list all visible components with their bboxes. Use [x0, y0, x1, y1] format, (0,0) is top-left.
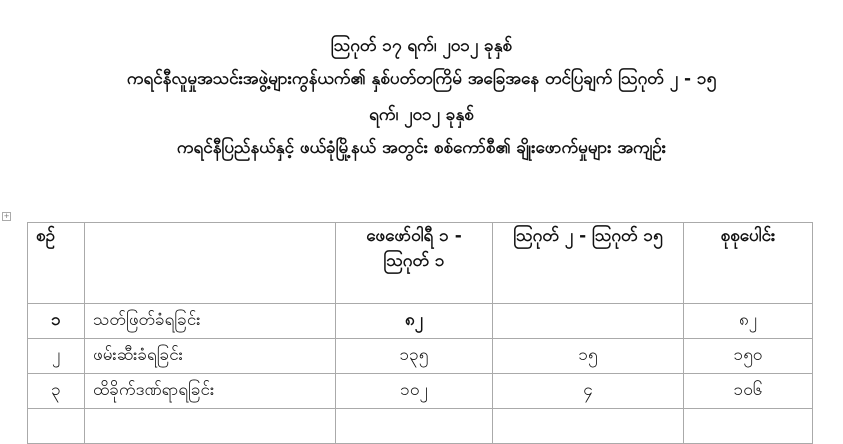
header-type: [84, 222, 336, 304]
row-period-2: [492, 303, 684, 339]
table-move-handle-icon[interactable]: +: [2, 212, 11, 221]
row-total: ၁၅၀: [683, 338, 813, 374]
header-total: စုစုပေါင်း: [683, 222, 813, 304]
row-period-1: ၁၀၂: [335, 373, 493, 409]
header-no: စဉ်: [27, 222, 85, 304]
violations-table: စဉ် ဖေဖော်ဝါရီ ၁ - ဩဂုတ် ၁ ဩဂုတ် ၂ - ဩဂု…: [27, 222, 813, 444]
cell: [335, 408, 493, 444]
report-date: ဩဂုတ် ၁၇ ရက်၊ ၂၀၁၂ ခုနှစ်: [330, 36, 513, 56]
row-period-1: ၈၂: [335, 303, 493, 339]
report-title: ကရင်နီလူမှုအသင်းအဖွဲ့များကွန်ယက်၏ နှစ်ပတ…: [126, 69, 717, 89]
table-row: ၁ သတ်ဖြတ်ခံရခြင်း ၈၂ ၈၂: [27, 303, 813, 339]
row-no: ၁: [27, 303, 85, 339]
cell: [84, 408, 336, 444]
row-total: ၈၂: [683, 303, 813, 339]
report-subtitle: ကရင်နီပြည်နယ်နှင့် ဖယ်ခုံမြို့နယ် အတွင်း…: [176, 138, 667, 158]
row-type: ထိခိုက်ဒဏ်ရာရခြင်း: [84, 373, 336, 409]
cell: [683, 408, 813, 444]
table-header-row: စဉ် ဖေဖော်ဝါရီ ၁ - ဩဂုတ် ၁ ဩဂုတ် ၂ - ဩဂု…: [27, 222, 813, 304]
table-row-partial: [27, 408, 813, 444]
report-title-cont: ရက်၊ ၂၀၁၂ ခုနှစ်: [369, 105, 474, 125]
row-period-1: ၁၃၅: [335, 338, 493, 374]
row-total: ၁၀၆: [683, 373, 813, 409]
row-type: ဖမ်းဆီးခံရခြင်း: [84, 338, 336, 374]
header-period-2: ဩဂုတ် ၂ - ဩဂုတ် ၁၅: [492, 222, 684, 304]
row-no: ၃: [27, 373, 85, 409]
row-period-2: ၁၅: [492, 338, 684, 374]
row-period-2: ၄: [492, 373, 684, 409]
table-row: ၃ ထိခိုက်ဒဏ်ရာရခြင်း ၁၀၂ ၄ ၁၀၆: [27, 373, 813, 409]
row-no: ၂: [27, 338, 85, 374]
cell: [492, 408, 684, 444]
row-type: သတ်ဖြတ်ခံရခြင်း: [84, 303, 336, 339]
header-period-1: ဖေဖော်ဝါရီ ၁ - ဩဂုတ် ၁: [335, 222, 493, 304]
table-row: ၂ ဖမ်းဆီးခံရခြင်း ၁၃၅ ၁၅ ၁၅၀: [27, 338, 813, 374]
cell: [27, 408, 85, 444]
